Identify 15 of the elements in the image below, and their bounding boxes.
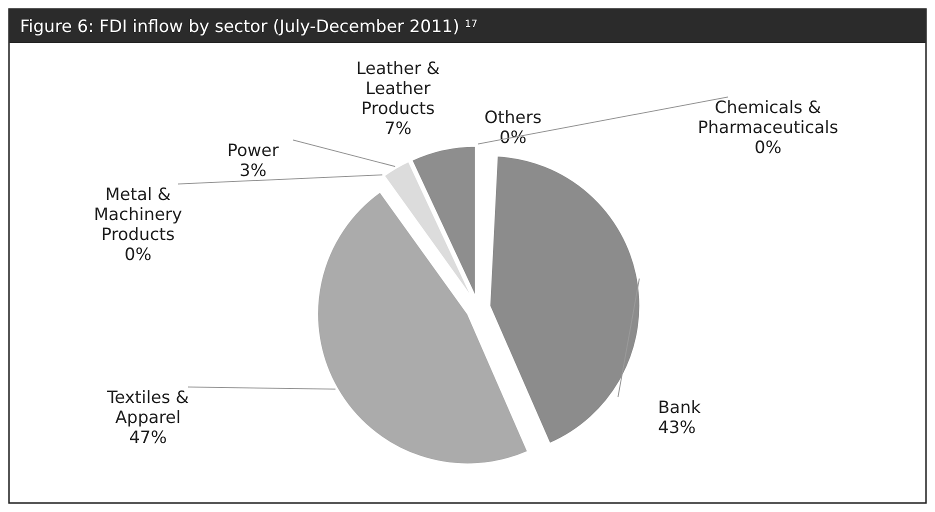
slice-label: Textiles & Apparel	[106, 388, 189, 428]
category-label: Others	[484, 108, 542, 128]
slice-label: Bank	[658, 398, 701, 418]
text: 0%	[500, 128, 526, 148]
text: 0%	[124, 245, 152, 265]
slice-label: Leather & Leather Products	[356, 59, 440, 119]
category-label: Chemicals & Pharmaceuticals	[698, 98, 838, 138]
slice-label: Power	[227, 141, 279, 161]
data-label: 47%	[129, 428, 167, 448]
category-label: Metal & Machinery Products	[94, 185, 182, 245]
chart-title: Figure 6: FDI inflow by sector (July-December 2011) $^{17}$	[20, 17, 478, 37]
text: 0%	[754, 138, 782, 158]
data-label: 3%	[240, 161, 266, 181]
data-label: 7%	[384, 119, 412, 139]
data-label: 43%	[658, 418, 696, 438]
